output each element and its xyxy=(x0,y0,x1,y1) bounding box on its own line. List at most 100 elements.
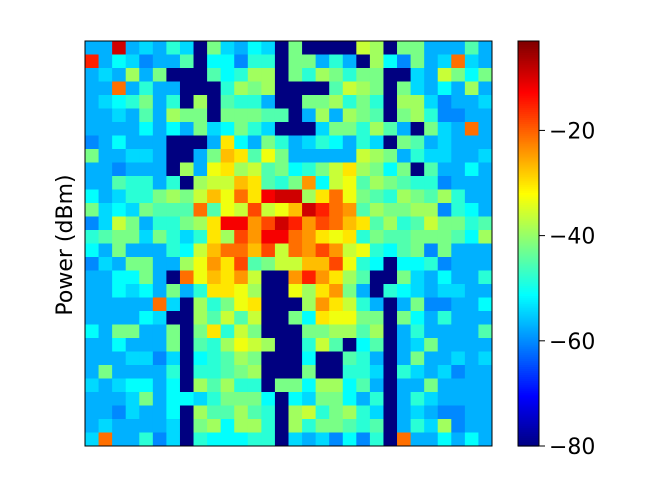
heatmap-cell xyxy=(98,243,113,258)
colorbar-segment xyxy=(518,308,539,311)
heatmap-cell xyxy=(451,149,466,163)
colorbar-segment xyxy=(518,83,539,87)
heatmap-cell xyxy=(288,68,303,82)
heatmap-cell xyxy=(179,135,194,150)
colorbar-segment xyxy=(518,346,539,350)
heatmap-cell xyxy=(424,405,439,420)
heatmap-cell xyxy=(247,270,262,285)
heatmap-cell xyxy=(383,108,398,123)
colorbar-segment xyxy=(518,207,539,210)
heatmap-cell xyxy=(464,149,479,163)
heatmap-cell xyxy=(451,216,466,231)
heatmap-cell xyxy=(234,338,249,352)
colorbar-segment xyxy=(518,373,539,376)
heatmap-cell xyxy=(356,405,371,420)
heatmap-cell xyxy=(437,122,452,136)
heatmap-cell xyxy=(125,392,140,406)
heatmap-cell xyxy=(315,108,330,123)
colorbar-segment xyxy=(518,93,539,97)
heatmap-cell xyxy=(207,216,222,231)
heatmap-cell xyxy=(261,270,276,285)
colorbar-segment xyxy=(518,279,539,283)
colorbar-segment xyxy=(518,397,539,401)
heatmap-cell xyxy=(302,243,317,258)
heatmap-cell xyxy=(179,149,194,163)
heatmap-cell xyxy=(98,162,113,177)
colorbar-segment xyxy=(518,49,539,52)
heatmap-cell xyxy=(451,324,466,339)
heatmap-cell xyxy=(220,162,235,177)
heatmap-cell xyxy=(302,324,317,339)
heatmap-cell xyxy=(410,338,425,352)
heatmap-cell xyxy=(207,149,222,163)
heatmap-cell xyxy=(274,284,289,298)
heatmap-cell xyxy=(410,203,425,217)
heatmap-cell xyxy=(85,311,99,325)
colorbar-segment xyxy=(518,393,539,396)
heatmap-cell xyxy=(247,122,262,136)
heatmap-cell xyxy=(288,243,303,258)
heatmap-cell xyxy=(234,108,249,123)
heatmap-cell xyxy=(139,68,154,82)
heatmap-cell xyxy=(424,216,439,231)
heatmap-cell xyxy=(478,216,493,231)
heatmap-cell xyxy=(451,162,466,177)
heatmap-cell xyxy=(302,405,317,420)
heatmap-cell xyxy=(478,405,493,420)
colorbar-segment xyxy=(518,399,539,403)
heatmap-cell xyxy=(234,176,249,190)
heatmap-cell xyxy=(85,338,99,352)
heatmap-cell xyxy=(152,311,167,325)
heatmap-cell xyxy=(274,216,289,231)
heatmap-cell xyxy=(85,378,99,393)
colorbar-segment xyxy=(518,154,539,158)
heatmap-cell xyxy=(274,176,289,190)
heatmap-cell xyxy=(112,419,127,433)
colorbar-segment xyxy=(518,77,539,81)
colorbar-segment xyxy=(518,213,539,216)
heatmap-cell xyxy=(437,405,452,420)
heatmap-cell xyxy=(383,216,398,231)
heatmap-cell xyxy=(166,243,181,258)
heatmap-cell xyxy=(356,311,371,325)
heatmap-cell xyxy=(193,95,208,109)
heatmap-cell xyxy=(112,432,127,447)
heatmap-cell xyxy=(451,68,466,82)
heatmap-cell xyxy=(98,54,113,69)
heatmap-cell xyxy=(342,297,357,312)
heatmap-cell xyxy=(261,122,276,136)
heatmap-cell xyxy=(274,122,289,136)
heatmap-cell xyxy=(369,284,384,298)
colorbar-segment xyxy=(518,391,539,394)
heatmap-cell xyxy=(383,68,398,82)
colorbar-segment xyxy=(518,170,539,174)
colorbar-segment xyxy=(518,342,539,346)
heatmap-cell xyxy=(220,365,235,379)
heatmap-cell xyxy=(166,230,181,244)
heatmap-cell xyxy=(478,311,493,325)
heatmap-cell xyxy=(478,351,493,366)
heatmap-cell xyxy=(329,176,344,190)
heatmap-cell xyxy=(464,95,479,109)
heatmap-cell xyxy=(315,432,330,447)
heatmap-cell xyxy=(464,122,479,136)
heatmap-cell xyxy=(247,365,262,379)
heatmap-cell xyxy=(437,81,452,96)
heatmap-cell xyxy=(85,54,99,69)
heatmap-cell xyxy=(261,392,276,406)
heatmap-cell xyxy=(193,122,208,136)
heatmap-cell xyxy=(207,176,222,190)
heatmap-cell xyxy=(247,216,262,231)
heatmap-cell xyxy=(274,392,289,406)
heatmap-cell xyxy=(397,68,411,82)
heatmap-cell xyxy=(397,149,411,163)
heatmap-cell xyxy=(234,216,249,231)
heatmap-cell xyxy=(383,297,398,312)
heatmap-cell xyxy=(451,284,466,298)
heatmap-cell xyxy=(193,135,208,150)
heatmap-cell xyxy=(166,203,181,217)
heatmap-cell xyxy=(369,95,384,109)
heatmap-cell xyxy=(193,54,208,69)
heatmap-cell xyxy=(166,392,181,406)
heatmap-cell xyxy=(139,419,154,433)
